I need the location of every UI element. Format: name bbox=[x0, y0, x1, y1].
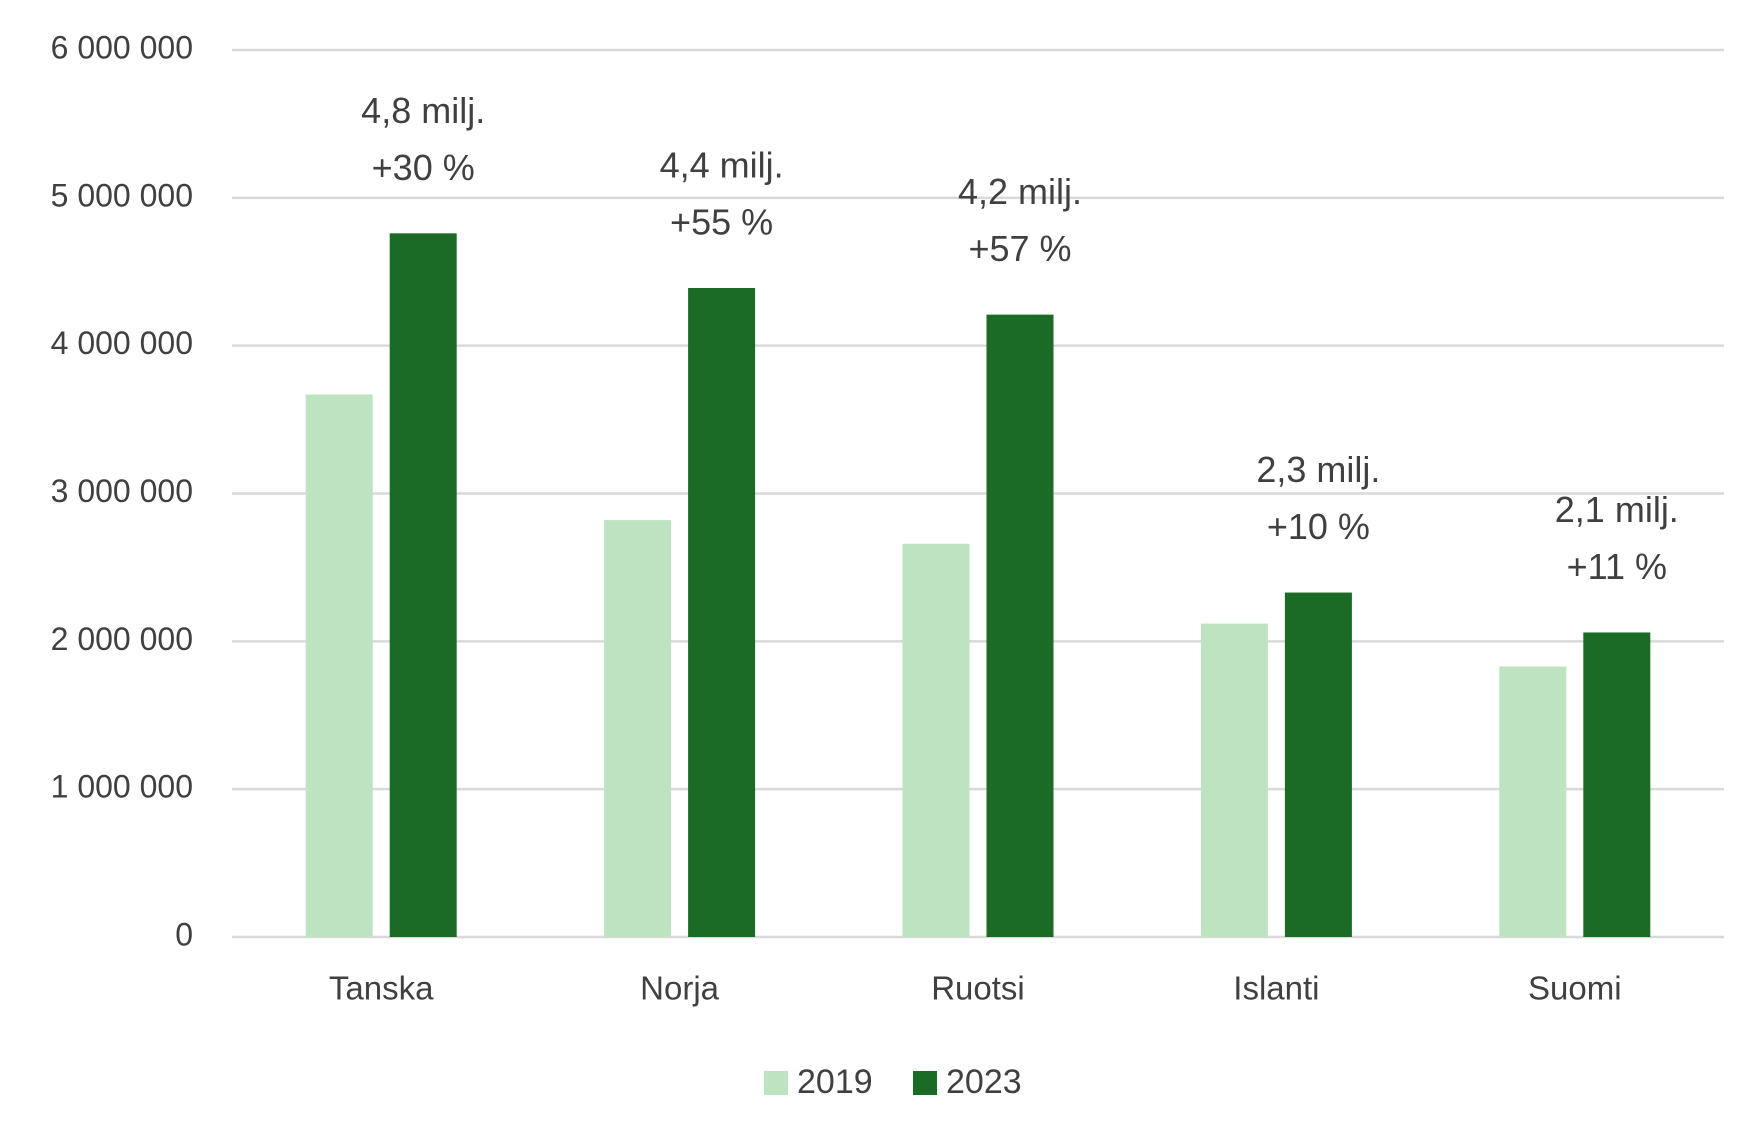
y-tick-label: 6 000 000 bbox=[51, 29, 193, 65]
y-tick-label: 5 000 000 bbox=[51, 177, 193, 213]
legend-swatch bbox=[764, 1071, 788, 1095]
bar bbox=[1583, 632, 1651, 937]
change-label: +55 % bbox=[670, 202, 773, 243]
y-tick-label: 0 bbox=[175, 916, 193, 952]
data-label: 2,1 milj. bbox=[1555, 489, 1679, 530]
data-label: 4,8 milj. bbox=[361, 90, 485, 131]
bar bbox=[305, 394, 373, 937]
y-tick-label: 2 000 000 bbox=[51, 621, 193, 657]
data-label: 4,2 milj. bbox=[958, 171, 1082, 212]
change-label: +30 % bbox=[372, 147, 475, 188]
change-label: +10 % bbox=[1267, 506, 1370, 547]
x-tick-label: Ruotsi bbox=[931, 970, 1025, 1007]
x-tick-label: Norja bbox=[640, 970, 720, 1007]
data-label: 4,4 milj. bbox=[660, 145, 784, 186]
bar bbox=[986, 314, 1054, 937]
bar bbox=[902, 543, 970, 937]
y-tick-label: 4 000 000 bbox=[51, 325, 193, 361]
legend-label: 2019 bbox=[797, 1063, 873, 1101]
y-tick-label: 3 000 000 bbox=[51, 473, 193, 509]
change-label: +11 % bbox=[1567, 546, 1667, 587]
x-tick-label: Tanska bbox=[329, 970, 434, 1007]
change-label: +57 % bbox=[968, 228, 1071, 269]
x-tick-label: Suomi bbox=[1528, 970, 1622, 1007]
bar bbox=[389, 233, 457, 937]
data-label: 2,3 milj. bbox=[1256, 449, 1380, 490]
bar bbox=[688, 288, 756, 937]
legend-swatch bbox=[913, 1071, 937, 1095]
bar bbox=[1284, 592, 1352, 937]
x-tick-label: Islanti bbox=[1233, 970, 1319, 1007]
legend-label: 2023 bbox=[946, 1063, 1022, 1101]
bar bbox=[604, 520, 672, 937]
bar bbox=[1499, 666, 1567, 937]
y-tick-label: 1 000 000 bbox=[51, 769, 193, 805]
bar bbox=[1200, 623, 1268, 937]
